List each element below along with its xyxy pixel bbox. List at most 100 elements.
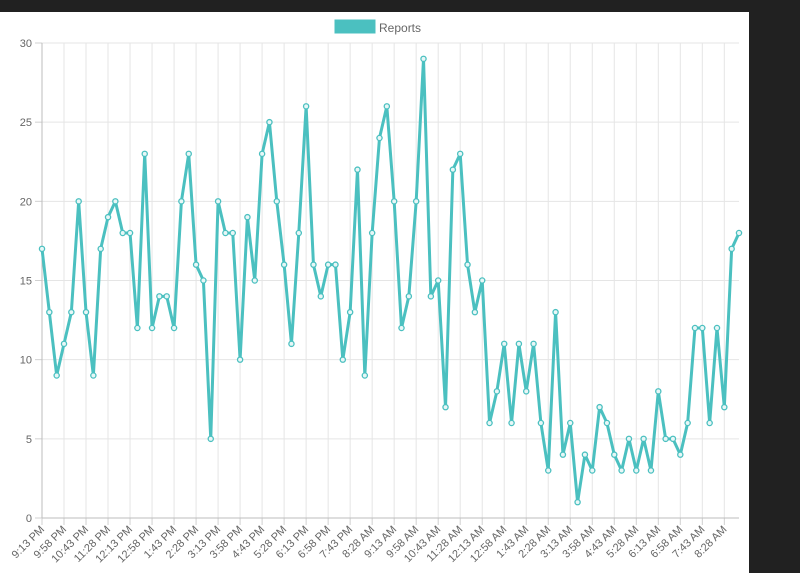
data-point[interactable] bbox=[456, 150, 464, 158]
data-point[interactable] bbox=[273, 198, 281, 205]
data-point[interactable] bbox=[53, 372, 60, 379]
data-point[interactable] bbox=[214, 198, 222, 205]
data-point[interactable] bbox=[640, 435, 647, 443]
data-point[interactable] bbox=[713, 324, 721, 332]
data-point[interactable] bbox=[251, 277, 259, 284]
data-point[interactable] bbox=[596, 403, 603, 411]
data-point[interactable] bbox=[567, 419, 574, 427]
data-point[interactable] bbox=[493, 388, 501, 395]
data-point[interactable] bbox=[522, 388, 530, 395]
data-point[interactable] bbox=[669, 435, 677, 443]
data-point[interactable] bbox=[258, 150, 266, 158]
data-point[interactable] bbox=[383, 103, 391, 110]
data-point[interactable] bbox=[302, 103, 310, 110]
data-point[interactable] bbox=[625, 435, 633, 443]
data-point[interactable] bbox=[339, 356, 347, 363]
data-point[interactable] bbox=[515, 340, 523, 348]
chart-panel: 0 5 10 15 20 25 30 9:13 PM 9:58 PM 10:43 PM 11:28… bbox=[0, 12, 749, 573]
data-point[interactable] bbox=[244, 213, 251, 221]
data-point[interactable] bbox=[427, 293, 435, 300]
data-point[interactable] bbox=[464, 261, 471, 268]
data-point[interactable] bbox=[581, 451, 589, 458]
data-point[interactable] bbox=[288, 340, 295, 348]
data-point[interactable] bbox=[530, 340, 537, 348]
data-point[interactable] bbox=[126, 229, 134, 237]
data-point[interactable] bbox=[434, 277, 442, 284]
data-point[interactable] bbox=[449, 166, 457, 173]
data-point[interactable] bbox=[156, 293, 163, 300]
data-point[interactable] bbox=[662, 435, 669, 443]
data-point[interactable] bbox=[618, 467, 625, 474]
legend-swatch-reports[interactable] bbox=[334, 19, 376, 34]
data-point[interactable] bbox=[104, 213, 112, 221]
data-point[interactable] bbox=[471, 308, 479, 316]
data-point[interactable] bbox=[60, 340, 68, 348]
data-point[interactable] bbox=[200, 277, 207, 284]
legend[interactable]: Reports bbox=[334, 19, 421, 35]
data-point[interactable] bbox=[361, 372, 369, 379]
data-point[interactable] bbox=[97, 245, 104, 253]
data-point[interactable] bbox=[163, 293, 170, 300]
data-point[interactable] bbox=[317, 293, 325, 300]
data-point[interactable] bbox=[75, 198, 82, 205]
data-point[interactable] bbox=[655, 388, 662, 395]
data-point[interactable] bbox=[266, 118, 273, 126]
data-point[interactable] bbox=[728, 245, 735, 253]
data-point[interactable] bbox=[119, 229, 126, 237]
data-point[interactable] bbox=[185, 150, 192, 158]
data-point[interactable] bbox=[46, 308, 53, 316]
data-point[interactable] bbox=[38, 245, 46, 253]
data-point[interactable] bbox=[478, 277, 486, 284]
data-point[interactable] bbox=[170, 324, 178, 332]
data-point[interactable] bbox=[537, 419, 545, 427]
data-point[interactable] bbox=[684, 419, 691, 427]
data-point[interactable] bbox=[420, 55, 427, 63]
data-point[interactable] bbox=[222, 229, 229, 237]
data-point[interactable] bbox=[574, 498, 581, 506]
data-point[interactable] bbox=[207, 435, 214, 443]
data-point[interactable] bbox=[236, 356, 244, 363]
data-point[interactable] bbox=[611, 451, 618, 458]
data-point[interactable] bbox=[390, 198, 398, 205]
data-point[interactable] bbox=[134, 324, 141, 332]
data-point[interactable] bbox=[500, 340, 508, 348]
data-point[interactable] bbox=[699, 324, 706, 332]
data-point[interactable] bbox=[112, 198, 119, 205]
data-point[interactable] bbox=[376, 134, 383, 142]
data-point[interactable] bbox=[486, 419, 493, 427]
data-point[interactable] bbox=[141, 150, 148, 158]
data-point[interactable] bbox=[310, 261, 317, 268]
data-point[interactable] bbox=[633, 467, 640, 474]
data-point[interactable] bbox=[544, 467, 552, 474]
data-point[interactable] bbox=[647, 467, 655, 474]
data-point[interactable] bbox=[735, 229, 743, 237]
data-point[interactable] bbox=[398, 324, 405, 332]
legend-label-reports[interactable]: Reports bbox=[379, 21, 421, 35]
data-point[interactable] bbox=[90, 372, 97, 379]
data-point[interactable] bbox=[677, 451, 684, 458]
data-point[interactable] bbox=[405, 293, 413, 300]
data-point[interactable] bbox=[368, 229, 376, 237]
data-point[interactable] bbox=[192, 261, 200, 268]
data-point[interactable] bbox=[82, 308, 90, 316]
data-point[interactable] bbox=[603, 419, 611, 427]
data-point[interactable] bbox=[589, 467, 596, 474]
data-point[interactable] bbox=[508, 419, 515, 427]
data-point[interactable] bbox=[280, 261, 288, 268]
data-point[interactable] bbox=[721, 403, 728, 411]
data-point[interactable] bbox=[706, 419, 713, 427]
data-point[interactable] bbox=[332, 261, 339, 268]
data-point[interactable] bbox=[295, 229, 303, 237]
data-point[interactable] bbox=[148, 324, 156, 332]
data-point[interactable] bbox=[68, 308, 75, 316]
data-point[interactable] bbox=[412, 198, 420, 205]
data-point[interactable] bbox=[229, 229, 237, 237]
data-point[interactable] bbox=[442, 403, 449, 411]
data-point[interactable] bbox=[552, 308, 559, 316]
data-point[interactable] bbox=[346, 308, 354, 316]
data-point[interactable] bbox=[178, 198, 185, 205]
data-point[interactable] bbox=[324, 261, 332, 268]
data-point[interactable] bbox=[354, 166, 361, 173]
data-point[interactable] bbox=[691, 324, 699, 332]
data-point[interactable] bbox=[559, 451, 567, 458]
